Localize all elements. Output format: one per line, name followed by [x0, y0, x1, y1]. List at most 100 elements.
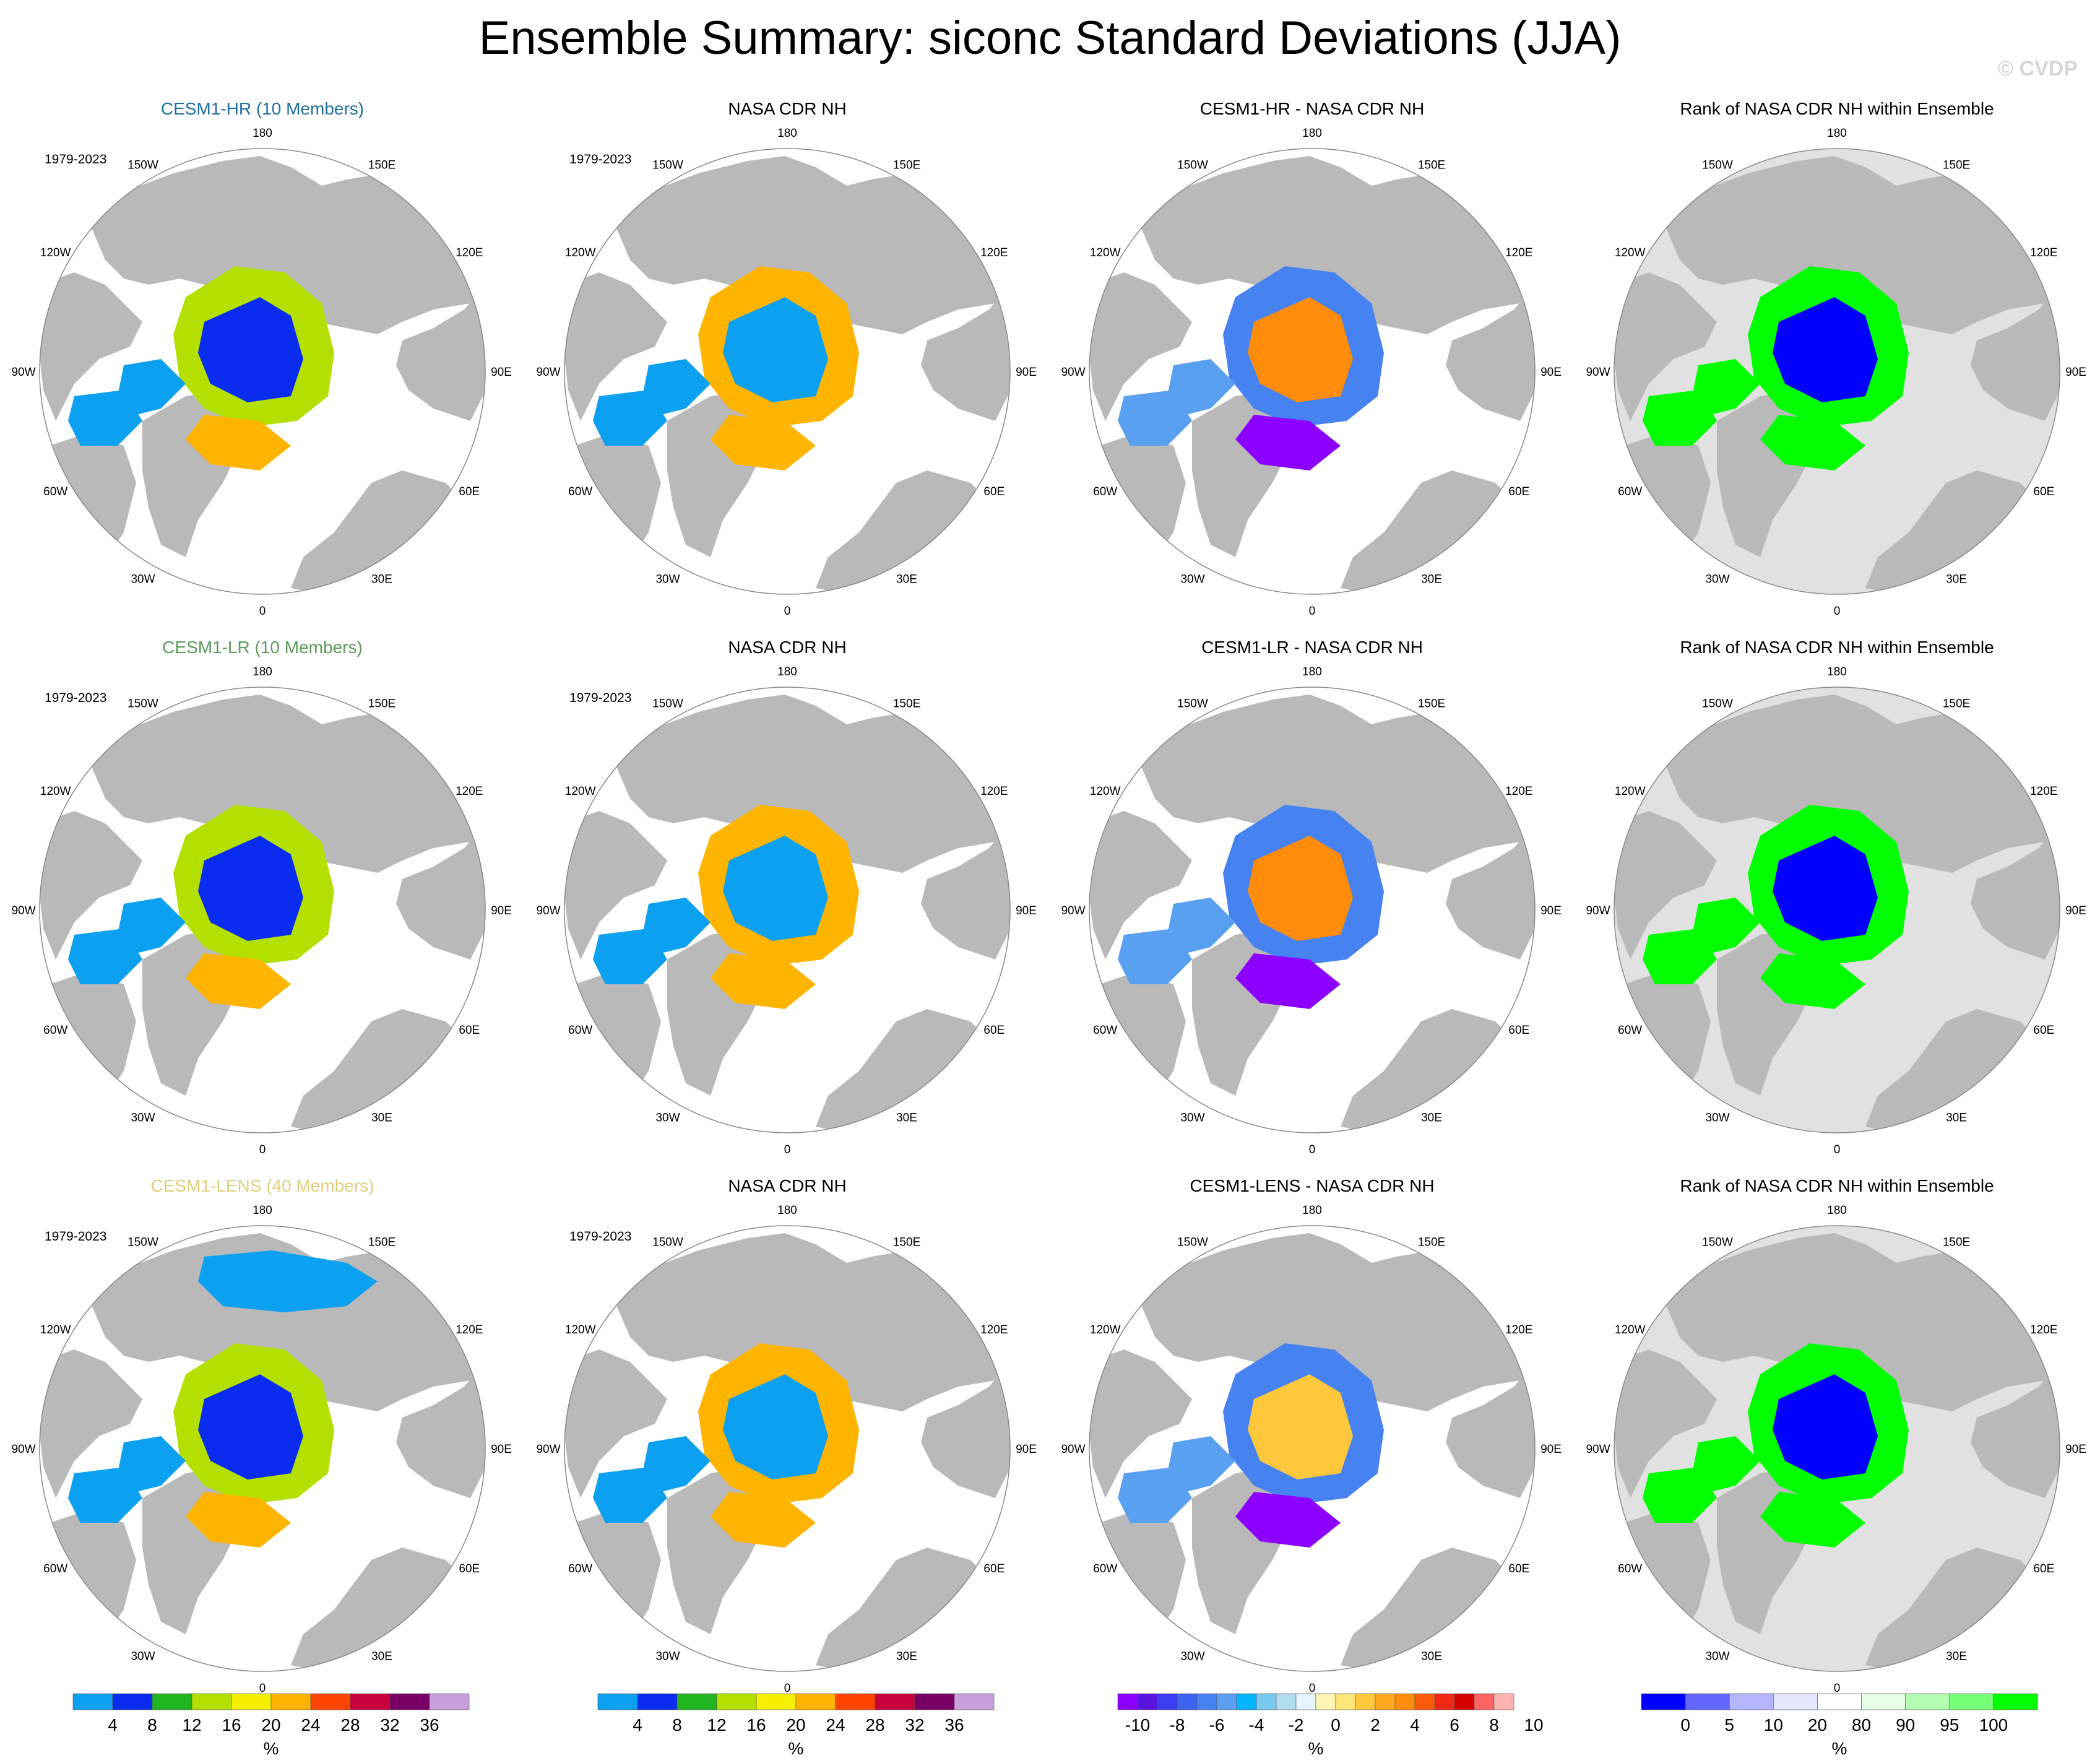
ice-region	[642, 898, 711, 953]
land-mass	[1341, 1009, 1520, 1133]
longitude-label: 90E	[2065, 904, 2086, 917]
ice-region	[118, 898, 186, 953]
colorbar-swatch	[1949, 1693, 1994, 1710]
longitude-label: 90W	[11, 1443, 35, 1456]
longitude-label: 90E	[1540, 1443, 1562, 1456]
land-mass	[87, 156, 485, 334]
longitude-label: 0	[1834, 1143, 1841, 1156]
longitude-label: 120E	[456, 1323, 483, 1336]
longitude-label: 60E	[983, 1024, 1005, 1037]
longitude-label: 60W	[1093, 1024, 1117, 1037]
longitude-label: 180	[1302, 127, 1322, 140]
map-border	[1089, 1225, 1536, 1672]
longitude-label: 60E	[1508, 485, 1529, 498]
land-mass	[1446, 1362, 1535, 1498]
map-panel: NASA CDR NH 1979-2023 180 150E 120E 90E 60E 30E…	[525, 1176, 1050, 1713]
longitude-label: 60W	[1618, 1562, 1642, 1575]
longitude-label: 60W	[1093, 485, 1117, 498]
colorbar-label: 24	[301, 1715, 320, 1735]
panel-title: Rank of NASA CDR NH within Ensemble	[1680, 638, 1994, 657]
colorbar-swatch	[72, 1693, 113, 1710]
colorbar-label: 0	[1680, 1715, 1690, 1735]
land-mass	[50, 433, 136, 570]
ice-region	[642, 1436, 711, 1492]
colorbar-units: %	[264, 1739, 279, 1758]
period-label: 1979-2023	[569, 1229, 632, 1244]
polar-map: 180 150E 120E 90E 60E 30E 0 30W 60W 90W 120W 150W	[536, 665, 1036, 1156]
land-mass	[1099, 433, 1186, 570]
panel-title: NASA CDR NH	[728, 638, 847, 657]
longitude-label: 60E	[1508, 1562, 1529, 1575]
polar-map: 180 150E 120E 90E 60E 30E 0 30W 60W 90W 120W 150W	[1586, 1204, 2086, 1695]
colorbar-swatch	[1236, 1693, 1257, 1710]
longitude-label: 120W	[565, 1323, 596, 1336]
colorbar-label: 20	[786, 1715, 805, 1735]
land-mass	[564, 1349, 667, 1498]
ice-region	[186, 1492, 291, 1548]
longitude-label: 150E	[893, 698, 920, 711]
ice-region	[198, 297, 303, 402]
ice-region	[1643, 390, 1717, 446]
land-mass	[921, 285, 1010, 421]
polar-map: 180 150E 120E 90E 60E 30E 0 30W 60W 90W 120W 150W	[11, 665, 511, 1156]
land-mass	[1661, 1233, 2060, 1411]
ice-region	[118, 359, 186, 415]
panel-title: CESM1-HR - NASA CDR NH	[1199, 99, 1425, 118]
longitude-label: 30E	[371, 573, 392, 586]
colorbar: 0 5 10 20 80 90 95 100%	[1641, 1693, 2038, 1758]
colorbar-swatch	[1641, 1693, 1686, 1710]
ice-region	[198, 836, 303, 941]
colorbar-swatch	[954, 1693, 995, 1710]
colorbar-swatch	[637, 1693, 678, 1710]
land-mass	[87, 1233, 485, 1411]
land-mass	[291, 1009, 470, 1133]
longitude-label: 30E	[896, 1650, 917, 1663]
longitude-label: 120W	[1615, 1323, 1646, 1336]
map-border	[39, 1225, 486, 1672]
longitude-label: 120W	[40, 785, 71, 798]
colorbar-label: 5	[1724, 1715, 1734, 1735]
map-panel: Rank of NASA CDR NH within Ensemble 180 15…	[1575, 638, 2099, 1175]
longitude-label: 150W	[1177, 698, 1208, 711]
page-title: Ensemble Summary: siconc Standard Deviat…	[478, 12, 1622, 64]
colorbar-swatch	[1434, 1693, 1455, 1710]
map-border	[1089, 148, 1536, 595]
longitude-label: 30W	[1705, 1650, 1729, 1663]
longitude-label: 120E	[980, 246, 1008, 259]
colorbar-label: -8	[1170, 1715, 1185, 1735]
colorbar-swatch	[1729, 1693, 1774, 1710]
longitude-label: 120E	[2030, 785, 2057, 798]
colorbar-swatch	[1117, 1693, 1138, 1710]
colorbar-swatch	[914, 1693, 955, 1710]
longitude-label: 60E	[983, 485, 1005, 498]
colorbar-label: 32	[380, 1715, 399, 1735]
longitude-label: 30W	[655, 1650, 680, 1663]
longitude-label: 30E	[1946, 1111, 1967, 1124]
colorbar-label: 8	[1489, 1715, 1499, 1735]
colorbar-label: 95	[1940, 1715, 1959, 1735]
longitude-label: 60E	[1508, 1024, 1529, 1037]
colorbar-label: 12	[182, 1715, 201, 1735]
panel-title: CESM1-LR (10 Members)	[162, 638, 363, 657]
colorbar-swatch	[1157, 1693, 1178, 1710]
panel-title: Rank of NASA CDR NH within Ensemble	[1680, 99, 1994, 118]
colorbar-swatch	[676, 1693, 717, 1710]
longitude-label: 150W	[652, 1236, 683, 1249]
land-mass	[291, 470, 470, 594]
land-mass	[574, 433, 661, 570]
land-mass	[921, 823, 1010, 959]
colorbar-label: 4	[1410, 1715, 1420, 1735]
colorbar-label: 4	[108, 1715, 118, 1735]
land-mass	[50, 972, 136, 1108]
land-mass	[1865, 1548, 2045, 1671]
longitude-label: 120E	[2030, 246, 2057, 259]
ice-region	[1235, 953, 1341, 1009]
colorbar-label: 24	[826, 1715, 845, 1735]
land-mass	[1099, 972, 1186, 1108]
longitude-label: 30W	[1180, 573, 1204, 586]
longitude-label: 30W	[1180, 1650, 1204, 1663]
longitude-label: 180	[1827, 665, 1847, 678]
longitude-label: 150E	[893, 1236, 920, 1249]
ice-region	[1760, 1492, 1865, 1548]
longitude-label: 150E	[1943, 1236, 1970, 1249]
